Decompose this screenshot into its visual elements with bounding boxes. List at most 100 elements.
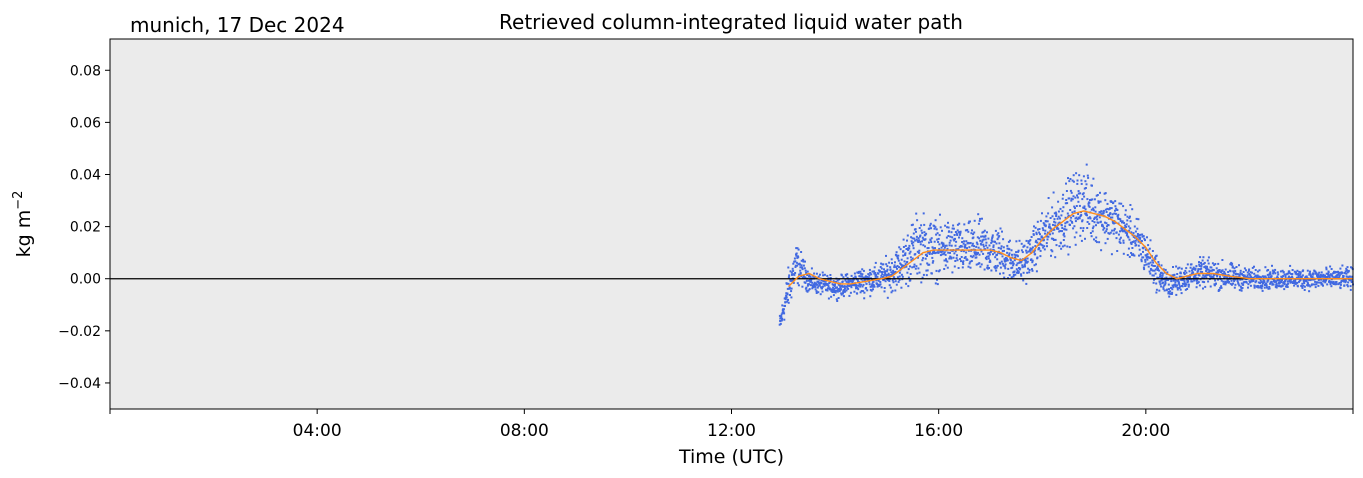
raw-data-point (1247, 269, 1250, 272)
raw-data-point (882, 276, 885, 279)
raw-data-point (1296, 281, 1299, 284)
raw-data-point (1116, 250, 1119, 252)
raw-data-point (1296, 276, 1298, 279)
raw-data-point (1186, 276, 1189, 278)
raw-data-point (896, 255, 899, 258)
raw-data-point (1175, 276, 1178, 279)
raw-data-point (1318, 271, 1321, 274)
raw-data-point (1278, 285, 1281, 288)
raw-data-point (1008, 248, 1011, 251)
raw-data-point (837, 297, 840, 299)
raw-data-point (805, 286, 808, 289)
raw-data-point (1262, 281, 1265, 284)
raw-data-point (1287, 272, 1290, 275)
raw-data-point (991, 234, 994, 237)
raw-data-point (884, 272, 887, 275)
raw-data-point (1013, 259, 1016, 262)
raw-data-point (1339, 283, 1342, 286)
raw-data-point (1144, 239, 1146, 242)
raw-data-point (897, 257, 900, 260)
raw-data-point (1184, 284, 1187, 287)
raw-data-point (801, 276, 804, 279)
raw-data-point (1134, 230, 1137, 233)
raw-data-point (1207, 280, 1210, 283)
raw-data-point (1243, 280, 1246, 283)
raw-data-point (1123, 221, 1125, 224)
raw-data-point (909, 265, 911, 268)
raw-data-point (951, 227, 954, 230)
raw-data-point (978, 262, 981, 265)
raw-data-point (1178, 283, 1181, 286)
raw-data-point (1081, 198, 1084, 201)
raw-data-point (814, 285, 817, 288)
raw-data-point (1309, 285, 1312, 288)
raw-data-point (803, 267, 806, 270)
raw-data-point (1126, 232, 1129, 235)
raw-data-point (917, 237, 920, 240)
raw-data-point (1178, 287, 1181, 289)
raw-data-point (1143, 268, 1146, 271)
raw-data-point (981, 217, 983, 220)
raw-data-point (1265, 283, 1268, 286)
raw-data-point (1007, 277, 1009, 280)
raw-data-point (1283, 283, 1286, 286)
raw-data-point (1067, 214, 1070, 217)
raw-data-point (1030, 247, 1033, 250)
raw-data-point (918, 271, 921, 274)
raw-data-point (1009, 239, 1011, 242)
raw-data-point (846, 276, 849, 279)
raw-data-point (1122, 252, 1125, 255)
raw-data-point (1136, 233, 1139, 235)
raw-data-point (1069, 189, 1072, 192)
raw-data-point (1033, 225, 1035, 228)
raw-data-point (1027, 250, 1030, 253)
raw-data-point (1168, 295, 1171, 298)
raw-data-point (1244, 276, 1247, 278)
raw-data-point (850, 274, 853, 277)
raw-data-point (800, 259, 803, 262)
raw-data-point (1302, 280, 1305, 283)
raw-data-point (1159, 275, 1161, 278)
raw-data-point (870, 285, 873, 288)
raw-data-point (1153, 269, 1156, 272)
raw-data-point (1215, 282, 1217, 285)
raw-data-point (1291, 273, 1294, 275)
raw-data-point (1046, 245, 1048, 248)
raw-data-point (1312, 283, 1315, 286)
raw-data-point (1197, 268, 1200, 271)
raw-data-point (838, 278, 841, 281)
raw-data-point (1016, 271, 1018, 274)
raw-data-point (1025, 239, 1028, 242)
raw-data-point (1110, 216, 1112, 219)
raw-data-point (1164, 268, 1167, 271)
raw-data-point (957, 248, 960, 251)
raw-data-point (906, 271, 909, 274)
raw-data-point (1124, 213, 1127, 216)
raw-data-point (1241, 278, 1244, 281)
raw-data-point (1171, 284, 1174, 287)
raw-data-point (1238, 273, 1241, 276)
raw-data-point (1071, 211, 1074, 214)
raw-data-point (931, 256, 934, 259)
raw-data-point (1178, 275, 1181, 278)
raw-data-point (1011, 260, 1014, 263)
raw-data-point (915, 235, 918, 238)
raw-data-point (1217, 262, 1220, 265)
raw-data-point (902, 250, 905, 253)
raw-data-point (943, 246, 946, 249)
raw-data-point (1180, 267, 1183, 270)
raw-data-point (1040, 235, 1043, 238)
raw-data-point (1115, 207, 1118, 210)
raw-data-point (847, 287, 850, 290)
raw-data-point (882, 263, 885, 266)
raw-data-point (807, 289, 810, 292)
raw-data-point (813, 272, 816, 275)
raw-data-point (913, 237, 916, 240)
raw-data-point (1268, 287, 1271, 290)
raw-data-point (859, 285, 862, 288)
raw-data-point (953, 265, 956, 268)
raw-data-point (904, 254, 907, 256)
raw-data-point (778, 323, 781, 326)
raw-data-point (981, 235, 984, 238)
raw-data-point (787, 301, 790, 304)
